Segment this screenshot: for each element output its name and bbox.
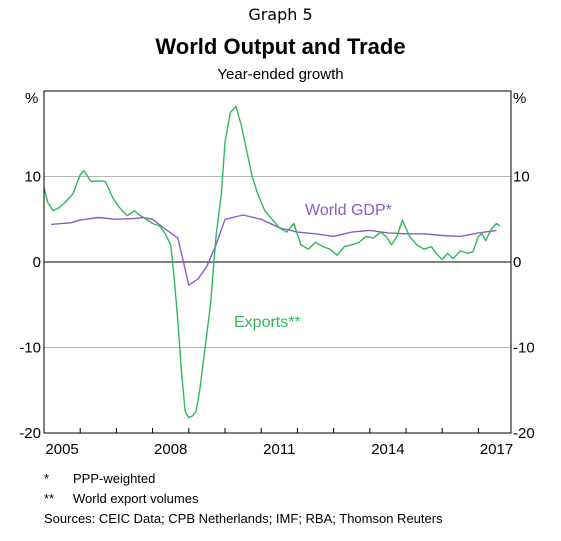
note-text: PPP-weighted: [73, 471, 156, 486]
y-tick-label-right: -10: [513, 340, 535, 357]
plot-frame: [43, 90, 512, 434]
exports-series-line: [43, 105, 501, 419]
graph-number: Graph 5: [248, 5, 313, 24]
x-tick-label: 2005: [45, 441, 78, 458]
series-layer: [43, 105, 501, 419]
chart-title: World Output and Trade: [155, 34, 406, 59]
y-tick-label-left: -20: [19, 425, 41, 442]
y-tick-label-right: 10: [513, 169, 530, 186]
x-tick-label: 2011: [263, 441, 295, 458]
y-tick-label-right: 0: [513, 254, 521, 271]
exports-label: Exports**: [234, 314, 301, 331]
y-tick-label-left: 0: [33, 254, 41, 271]
y-tick-label-right: -20: [513, 425, 535, 442]
note-row: ** World export volumes: [44, 491, 198, 506]
chart-subtitle: Year-ended growth: [217, 66, 344, 83]
x-tick-label: 2014: [371, 441, 404, 458]
note-mark: *: [44, 471, 50, 486]
world-gdp-series-line: [51, 214, 497, 286]
note-text: World export volumes: [73, 491, 199, 506]
right-unit-label: %: [513, 90, 526, 107]
grid-layer: [44, 176, 511, 348]
left-unit-label: %: [25, 90, 38, 107]
y-tick-label-left: 10: [24, 169, 41, 186]
y-tick-label-left: -10: [19, 340, 41, 357]
x-tick-label: 2008: [154, 441, 187, 458]
note-mark: **: [44, 491, 55, 506]
note-row: * PPP-weighted: [44, 471, 155, 486]
sources-note: Sources: CEIC Data; CPB Netherlands; IMF…: [44, 511, 443, 526]
world-gdp-label: World GDP*: [305, 202, 392, 219]
x-tick-label: 2017: [480, 441, 513, 458]
